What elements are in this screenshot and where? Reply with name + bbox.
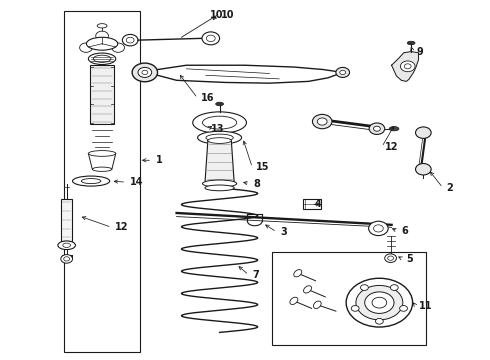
Circle shape (375, 319, 383, 324)
Ellipse shape (202, 180, 237, 187)
Circle shape (318, 118, 327, 125)
Circle shape (368, 221, 388, 235)
Ellipse shape (81, 179, 101, 184)
Ellipse shape (206, 134, 233, 141)
Polygon shape (88, 153, 116, 169)
Circle shape (416, 127, 431, 138)
Polygon shape (392, 51, 418, 81)
Circle shape (96, 31, 108, 41)
Circle shape (385, 254, 396, 262)
Ellipse shape (216, 102, 223, 106)
Text: 10: 10 (210, 10, 223, 20)
Ellipse shape (97, 24, 107, 28)
Text: 11: 11 (419, 301, 433, 311)
Text: 6: 6 (401, 226, 408, 236)
Circle shape (64, 257, 70, 261)
Bar (272, 252, 426, 345)
Bar (61, 199, 72, 241)
Circle shape (365, 292, 394, 314)
Circle shape (340, 70, 345, 75)
Ellipse shape (208, 138, 231, 143)
Circle shape (400, 61, 415, 72)
Circle shape (126, 37, 134, 43)
Text: 8: 8 (253, 179, 260, 189)
Circle shape (138, 67, 152, 77)
Ellipse shape (58, 241, 75, 249)
Polygon shape (205, 140, 234, 184)
Bar (303, 199, 321, 210)
Ellipse shape (407, 41, 415, 45)
Circle shape (373, 225, 383, 232)
Text: 12: 12 (385, 142, 399, 152)
Circle shape (346, 278, 413, 327)
Circle shape (313, 114, 332, 129)
Text: 3: 3 (280, 227, 287, 237)
Ellipse shape (389, 127, 399, 131)
Text: 9: 9 (416, 46, 423, 57)
Ellipse shape (205, 185, 234, 191)
Ellipse shape (303, 286, 312, 293)
Ellipse shape (294, 270, 302, 277)
Ellipse shape (202, 116, 237, 129)
Circle shape (373, 126, 380, 131)
Circle shape (206, 35, 215, 41)
Text: 13: 13 (211, 124, 224, 134)
Circle shape (391, 285, 398, 291)
Circle shape (416, 163, 431, 175)
Text: 4: 4 (315, 199, 321, 210)
Ellipse shape (197, 131, 242, 144)
Circle shape (388, 256, 393, 260)
Circle shape (80, 43, 92, 52)
Text: 7: 7 (252, 270, 259, 280)
Circle shape (361, 285, 368, 291)
Ellipse shape (73, 176, 110, 186)
Text: 10: 10 (220, 10, 234, 20)
Circle shape (404, 64, 411, 69)
Circle shape (356, 285, 403, 320)
Circle shape (369, 123, 385, 134)
Ellipse shape (314, 301, 321, 309)
Ellipse shape (86, 37, 118, 50)
Ellipse shape (93, 55, 111, 62)
Circle shape (132, 63, 158, 82)
Circle shape (372, 297, 387, 308)
Circle shape (61, 255, 73, 263)
Text: 5: 5 (406, 254, 413, 264)
Circle shape (122, 35, 138, 46)
Text: 2: 2 (446, 183, 453, 193)
Circle shape (336, 67, 349, 77)
Ellipse shape (88, 150, 116, 156)
Text: 14: 14 (130, 177, 143, 187)
Circle shape (202, 32, 220, 45)
Text: 15: 15 (256, 162, 269, 172)
Circle shape (351, 306, 359, 311)
Ellipse shape (88, 53, 116, 64)
Ellipse shape (63, 243, 71, 247)
Circle shape (142, 70, 148, 75)
Text: 12: 12 (115, 222, 128, 232)
Text: 16: 16 (201, 93, 215, 103)
Circle shape (400, 306, 408, 311)
Bar (64, 12, 140, 352)
Circle shape (112, 43, 124, 52)
Ellipse shape (290, 297, 298, 305)
Ellipse shape (92, 167, 112, 171)
Bar (90, 65, 114, 125)
Text: 1: 1 (156, 155, 162, 165)
Ellipse shape (193, 112, 246, 134)
